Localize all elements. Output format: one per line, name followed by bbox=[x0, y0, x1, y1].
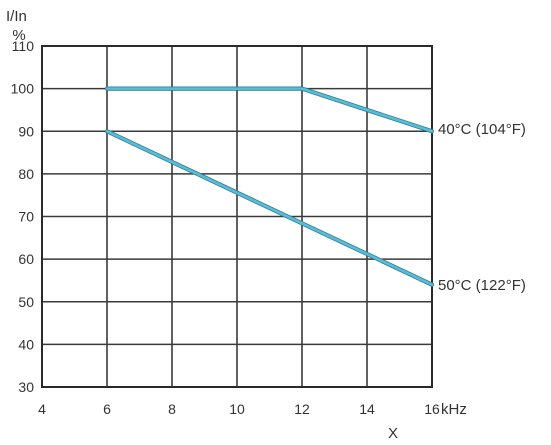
y-axis-label: I/In bbox=[6, 8, 27, 25]
y-tick-label: 90 bbox=[18, 123, 34, 139]
series-label-40c: 40°C (104°F) bbox=[438, 121, 526, 138]
y-tick-label: 50 bbox=[18, 294, 34, 310]
series-line-0 bbox=[105, 87, 434, 133]
y-tick-labels: 30 40 50 60 70 80 90 100 110 bbox=[11, 38, 35, 395]
x-tick-label: 8 bbox=[168, 401, 176, 417]
x-axis-unit: kHz bbox=[441, 401, 467, 418]
y-tick-label: 110 bbox=[12, 38, 35, 54]
series-line-1 bbox=[105, 129, 434, 287]
x-tick-label: 6 bbox=[103, 401, 111, 417]
series-lines bbox=[104, 86, 435, 287]
grid-lines bbox=[41, 45, 433, 388]
x-tick-label: 16 bbox=[424, 401, 440, 417]
plot-border bbox=[41, 45, 433, 388]
x-tick-label: 12 bbox=[294, 401, 310, 417]
plot-frame bbox=[41, 45, 433, 388]
y-axis-unit: % bbox=[12, 27, 25, 44]
y-tick-label: 80 bbox=[18, 166, 34, 182]
y-tick-label: 60 bbox=[18, 251, 34, 267]
x-tick-label: 4 bbox=[38, 401, 46, 417]
y-tick-label: 30 bbox=[18, 379, 34, 395]
x-tick-label: 14 bbox=[359, 401, 375, 417]
y-tick-label: 70 bbox=[18, 209, 34, 225]
y-tick-label: 100 bbox=[11, 81, 35, 97]
x-tick-labels: 4 6 8 10 12 14 16 bbox=[38, 401, 440, 417]
y-tick-label: 40 bbox=[18, 336, 34, 352]
x-tick-label: 10 bbox=[229, 401, 245, 417]
series-label-50c: 50°C (122°F) bbox=[438, 277, 526, 294]
x-axis-label: X bbox=[388, 425, 398, 442]
